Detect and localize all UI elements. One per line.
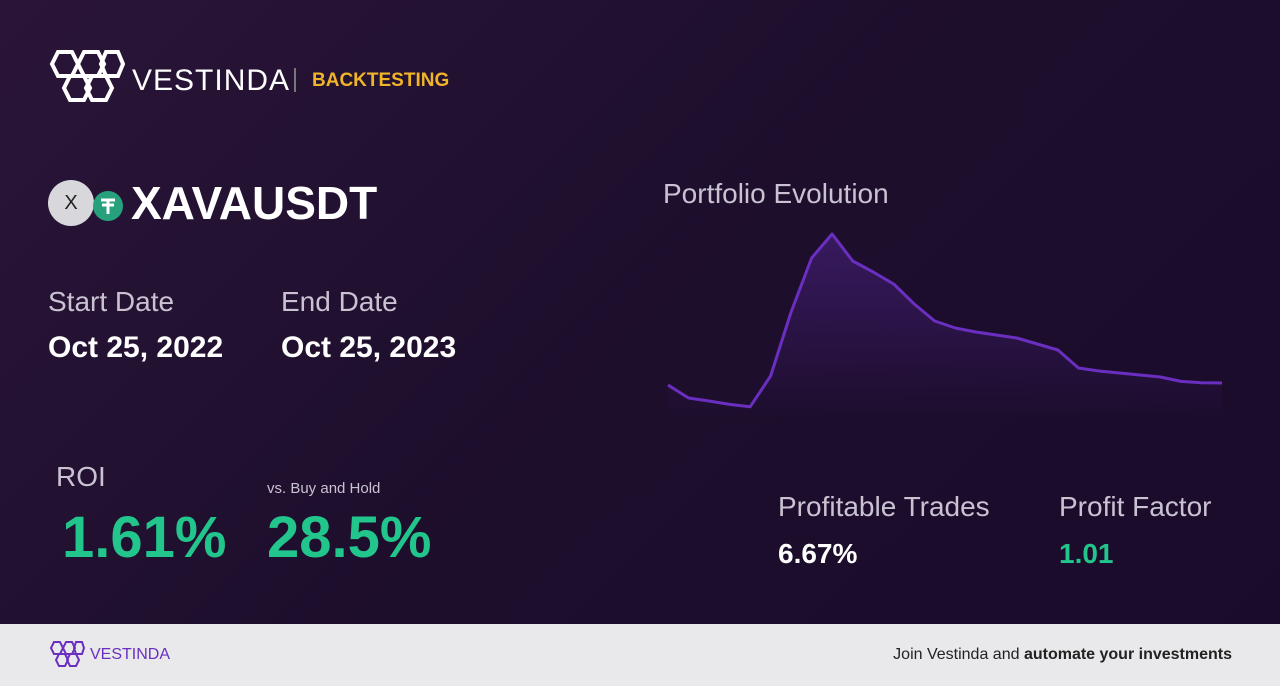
chart-title: Portfolio Evolution <box>663 178 889 209</box>
section: BACKTESTING <box>312 70 450 91</box>
footer: VESTINDA Join Vestinda and automate your… <box>0 624 1280 686</box>
trades-value: 6.67% <box>778 538 858 569</box>
coin-icon: X <box>48 180 94 226</box>
brand: VESTINDA <box>132 64 291 97</box>
cta-bold: automate your investments <box>1023 646 1232 663</box>
start-date: Oct 25, 2022 <box>48 331 224 364</box>
factor-label: Profit Factor <box>1059 491 1212 522</box>
cta-text: Join Vestinda and <box>893 646 1024 663</box>
start-label: Start Date <box>48 286 175 317</box>
end-label: End Date <box>281 286 398 317</box>
footer-logo <box>49 641 86 667</box>
end-date: Oct 25, 2023 <box>281 331 457 364</box>
footer-brand: VESTINDA <box>90 646 171 663</box>
logo <box>49 50 126 102</box>
symbol: XAVAUSDT <box>131 177 378 229</box>
compare-label: vs. Buy and Hold <box>267 480 381 497</box>
chart <box>667 232 1223 420</box>
trades-label: Profitable Trades <box>778 491 990 522</box>
roi-value: 1.61% <box>62 505 227 570</box>
area <box>668 234 1222 420</box>
factor-value: 1.01 <box>1059 538 1114 569</box>
compare-value: 28.5% <box>267 505 432 570</box>
line <box>667 232 1223 409</box>
divider <box>294 68 296 92</box>
cta: Join Vestinda and automate your investme… <box>893 646 1232 664</box>
usdt-icon <box>93 191 123 221</box>
roi-label: ROI <box>56 461 106 492</box>
